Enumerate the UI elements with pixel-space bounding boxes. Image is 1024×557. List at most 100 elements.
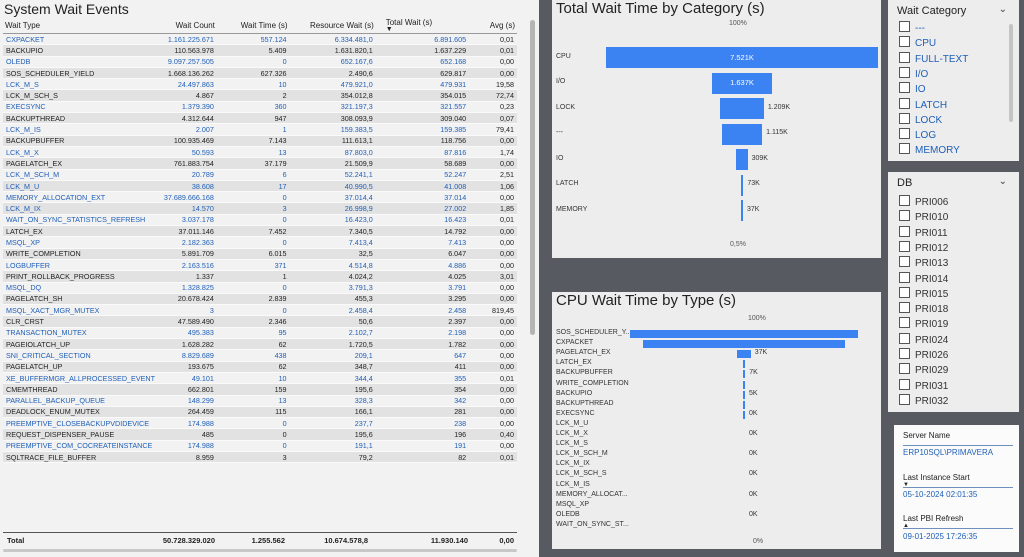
funnel-bar[interactable] [742, 370, 746, 379]
slicer-option[interactable]: PRI031 [899, 378, 948, 392]
table-horizontal-scrollbar[interactable] [3, 549, 517, 552]
slicer-option[interactable]: PRI018 [899, 302, 948, 315]
funnel-bar[interactable] [743, 390, 745, 399]
slicer-option[interactable]: LOG [899, 128, 936, 141]
checkbox[interactable] [899, 36, 910, 48]
checkbox[interactable] [899, 317, 910, 329]
table-row[interactable]: WAIT_ON_SYNC_STATISTICS_REFRESH 3.037.178… [3, 214, 517, 227]
checkbox[interactable] [899, 66, 910, 78]
table-row[interactable]: LCK_M_SCH_S 4.867 2 354.012,8 354.015 72,74 [3, 89, 517, 102]
column-header-wait-count[interactable]: Wait Count [158, 18, 217, 34]
table-row[interactable]: PAGEIOLATCH_UP 1.628.282 62 1.720,5 1.782 0,0… [3, 338, 517, 351]
checkbox[interactable] [899, 240, 910, 252]
slicer-option[interactable]: PRI006 [899, 195, 948, 208]
table-row[interactable]: EXECSYNC 1.379.390 360 321.197,3 321.557 0,23 [3, 101, 517, 114]
slicer-option[interactable]: IO [899, 82, 926, 95]
table-row[interactable]: LCK_M_S 24.497.863 10 479.921,0 479.931 19,58 [3, 78, 517, 91]
checkbox[interactable] [899, 348, 910, 359]
slicer-option[interactable]: PRI010 [899, 210, 948, 223]
funnel-bar[interactable] [737, 350, 751, 359]
table-row[interactable]: MSQL_XP 2.182.363 0 7.413,4 7.413 0,00 [3, 236, 517, 249]
table-row[interactable]: LCK_M_U 38.608 17 40.990,5 41.008 1,06 [3, 180, 517, 193]
funnel-bar[interactable] [736, 149, 748, 170]
table-row[interactable]: MSQL_XACT_MGR_MUTEX 3 0 2.458,4 2.458 819,45 [3, 304, 517, 317]
funnel-bar[interactable] [720, 98, 764, 119]
table-row[interactable]: LATCH_EX 37.011.146 7.452 7.340,5 14.792 0,00 [3, 225, 517, 238]
column-header-wait-type[interactable]: Wait Type [3, 18, 159, 34]
slicer-option[interactable]: I/O [899, 66, 928, 80]
checkbox[interactable] [899, 51, 910, 63]
chevron-down-icon[interactable]: ⌄ [998, 4, 1007, 15]
slicer-option[interactable]: CPU [899, 36, 936, 49]
checkbox[interactable] [899, 332, 910, 344]
checkbox[interactable] [899, 378, 910, 390]
table-row[interactable]: MSQL_DQ 1.328.825 0 3.791,3 3.791 0,00 [3, 282, 517, 294]
column-header-avg[interactable]: Avg (s) [469, 18, 517, 34]
table-row[interactable]: BACKUPTHREAD 4.312.644 947 308.093,9 309.040… [3, 112, 517, 125]
checkbox[interactable] [899, 112, 910, 124]
funnel-bar[interactable] [630, 330, 858, 338]
chevron-down-icon[interactable]: ⌄ [998, 176, 1007, 187]
funnel-bar[interactable] [712, 72, 772, 94]
slicer-option[interactable]: PRI024 [899, 332, 948, 346]
funnel-bar[interactable] [743, 410, 745, 419]
slicer-option[interactable]: LATCH [899, 97, 947, 111]
slicer-option[interactable]: PRI015 [899, 286, 948, 300]
slicer-option[interactable]: PRI012 [899, 240, 948, 254]
slicer-option[interactable]: PRI029 [899, 363, 948, 376]
slicer-option[interactable]: --- [899, 21, 925, 34]
checkbox[interactable] [899, 286, 910, 298]
slicer-option[interactable]: PRI011 [899, 225, 948, 239]
checkbox[interactable] [899, 210, 910, 222]
funnel-bar[interactable] [743, 400, 745, 409]
slicer-option[interactable]: MEMORY [899, 143, 960, 156]
funnel-bar[interactable] [742, 380, 746, 389]
checkbox[interactable] [899, 302, 910, 314]
checkbox[interactable] [899, 82, 910, 94]
column-header-resource-wait[interactable]: Resource Wait (s) [289, 18, 376, 34]
checkbox[interactable] [899, 128, 910, 140]
table-row[interactable]: SQLTRACE_FILE_BUFFER 8.959 3 79,2 82 0,01 [3, 451, 517, 464]
checkbox[interactable] [899, 271, 910, 283]
table-row[interactable]: CLR_CRST 47.589.490 2.346 50,6 2.397 0,00 [3, 315, 517, 328]
table-row[interactable]: OLEDB 9.097.257.505 0 652.167,6 652.168 0,00 [3, 56, 517, 68]
slicer-option[interactable]: PRI013 [899, 256, 948, 269]
table-row[interactable]: PARALLEL_BACKUP_QUEUE 148.299 13 328,3 342 0,… [3, 395, 517, 407]
checkbox[interactable] [899, 97, 910, 109]
checkbox[interactable] [899, 143, 910, 155]
table-row[interactable]: PAGELATCH_UP 193.675 62 348,7 411 0,00 [3, 361, 517, 373]
table-row[interactable]: SNI_CRITICAL_SECTION 8.829.689 438 209,1 647… [3, 349, 517, 362]
checkbox[interactable] [899, 225, 910, 237]
table-row[interactable]: BACKUPBUFFER 100.935.469 7.143 111.613,1 118… [3, 135, 517, 147]
table-row[interactable]: SOS_SCHEDULER_YIELD 1.668.136.262 627.326 2… [3, 67, 517, 80]
funnel-bar[interactable] [642, 340, 846, 349]
table-row[interactable]: REQUEST_DISPENSER_PAUSE 485 0 195,6 196 0,40 [3, 428, 517, 441]
funnel-bar[interactable] [606, 47, 878, 68]
table-row[interactable]: CXPACKET 1.161.225.671 557.124 6.334.481,0 6… [3, 33, 517, 46]
checkbox[interactable] [899, 21, 910, 32]
table-row[interactable]: PAGELATCH_EX 761.883.754 37.179 21.509,9 58.… [3, 157, 517, 170]
checkbox[interactable] [899, 195, 910, 206]
checkbox[interactable] [899, 256, 910, 268]
table-row[interactable]: CMEMTHREAD 662.801 159 195,6 354 0,00 [3, 383, 517, 396]
table-row[interactable]: WRITE_COMPLETION 5.891.709 6.015 32,5 6.047 0… [3, 248, 517, 260]
checkbox[interactable] [899, 393, 910, 405]
slicer-option[interactable]: PRI026 [899, 348, 948, 361]
table-row[interactable]: LOGBUFFER 2.163.516 371 4.514,8 4.886 0,00 [3, 259, 517, 272]
table-row[interactable]: XE_BUFFERMGR_ALLPROCESSED_EVENT 49.101 10 3… [3, 372, 517, 385]
column-header-wait-time[interactable]: Wait Time (s) [216, 18, 290, 34]
funnel-bar[interactable] [741, 200, 743, 221]
slicer-option[interactable]: LOCK [899, 112, 942, 126]
table-row[interactable]: DEADLOCK_ENUM_MUTEX 264.459 115 166,1 281 0,0… [3, 406, 517, 419]
checkbox[interactable] [899, 363, 910, 375]
table-row[interactable]: MEMORY_ALLOCATION_EXT 37.689.666.168 0 37.0… [3, 191, 517, 204]
slicer-option[interactable]: FULL-TEXT [899, 51, 968, 65]
table-vertical-scrollbar[interactable] [530, 20, 535, 335]
table-row[interactable]: LCK_M_IS 2.007 1 159.383,5 159.385 79,41 [3, 123, 517, 136]
table-row[interactable]: BACKUPIO 110.563.978 5.409 1.631.820,1 1.637… [3, 44, 517, 57]
table-row[interactable]: LCK_M_IX 14.570 3 26.998,9 27.002 1,85 [3, 202, 517, 215]
slicer-option[interactable]: PRI019 [899, 317, 948, 330]
table-row[interactable]: PREEMPTIVE_COM_COCREATEINSTANCE 174.988 0 1… [3, 440, 517, 452]
slicer-option[interactable]: PRI032 [899, 393, 948, 407]
funnel-bar[interactable] [721, 123, 763, 145]
